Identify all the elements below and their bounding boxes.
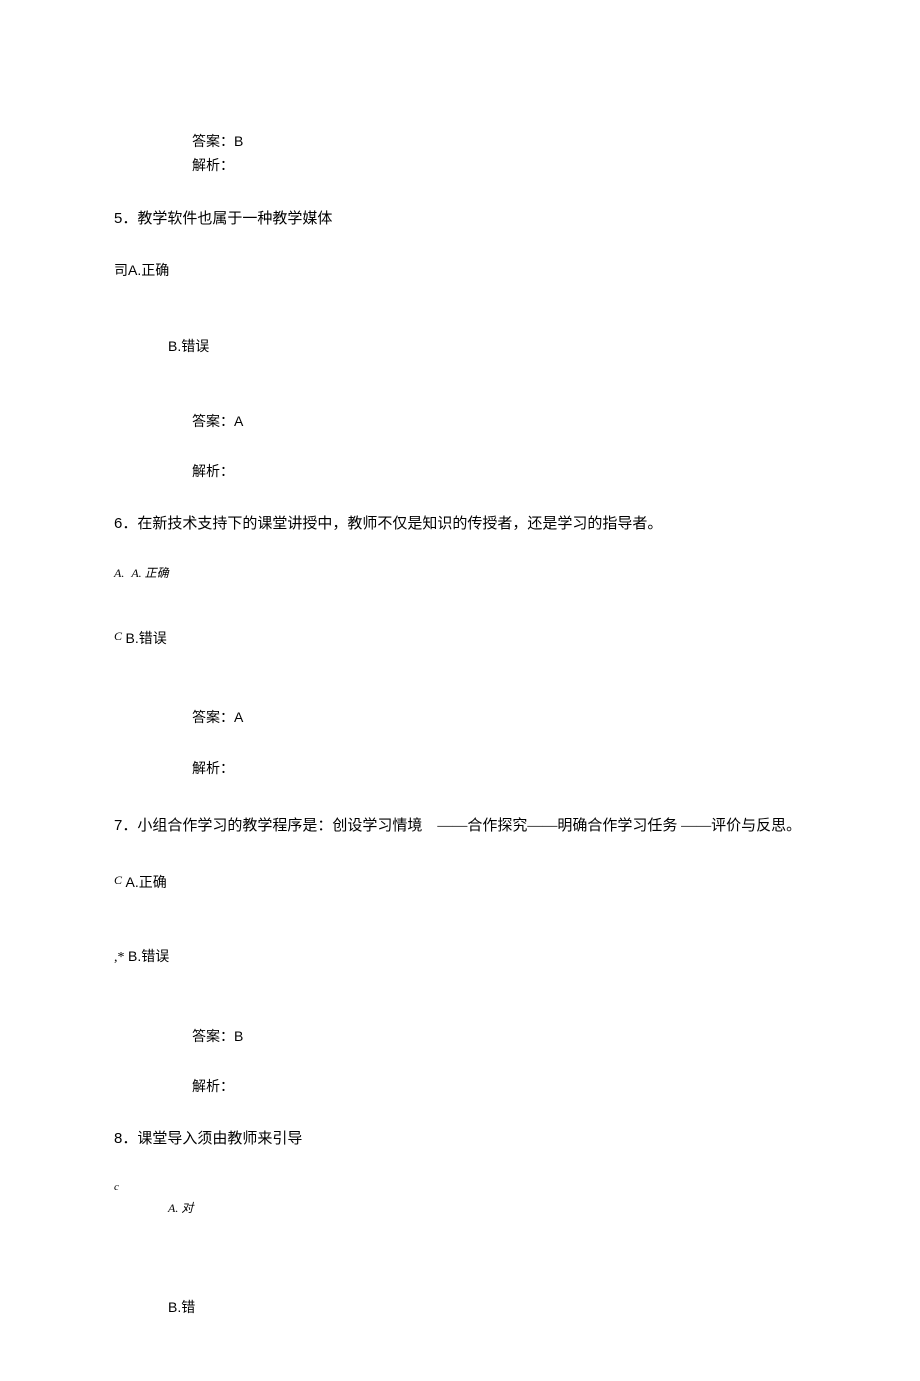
q5-answer-block: 答案：A 解析：: [192, 410, 806, 485]
q7-answer: 答案：B: [192, 1025, 806, 1049]
q5-answer: 答案：A: [192, 410, 806, 434]
q5-option-a-prefix: 司: [114, 261, 128, 283]
answer-label: 答案：: [192, 1030, 234, 1045]
q6-option-a-text: A. 正确: [131, 566, 168, 580]
q7-answer-block: 答案：B 解析：: [192, 1025, 806, 1100]
q6-option-a: A. A. 正确: [114, 564, 806, 586]
q5-option-a-text: A.正确: [128, 262, 169, 278]
answer-label: 答案：: [192, 415, 234, 430]
q6-option-a-prefix: A.: [114, 566, 124, 580]
answer-value: B: [234, 133, 243, 149]
q4-answer-block: 答案：B 解析：: [192, 130, 806, 179]
q6-text: ．在新技术支持下的课堂讲授中，教师不仅是知识的传授者，还是学习的指导者。: [122, 516, 662, 532]
q7-option-a-text: A.正确: [126, 874, 167, 890]
q8-option-a-text: A. 对: [168, 1201, 193, 1215]
q7-option-b: ,* B.错误: [114, 945, 806, 969]
q7-analysis: 解析：: [192, 1077, 806, 1099]
q6-analysis: 解析：: [192, 759, 806, 781]
q7-question: 7．小组合作学习的教学程序是：创设学习情境 ——合作探究——明确合作学习任务 —…: [114, 809, 806, 843]
q6-answer-block: 答案：A 解析：: [192, 706, 806, 781]
q6-option-b-prefix: C: [114, 629, 122, 643]
answer-value: A: [234, 709, 243, 725]
q8-option-b: B.错: [168, 1296, 806, 1320]
q8-option-b-text: B.错: [168, 1299, 195, 1315]
answer-label: 答案：: [192, 711, 234, 726]
answer-value: A: [234, 413, 243, 429]
q7-text-part2: ——合作探究——明确合作学习任务: [437, 818, 677, 834]
q5-question: 5．教学软件也属于一种教学媒体: [114, 207, 806, 231]
q7-option-a: C A.正确: [114, 871, 806, 895]
q7-option-b-text: B.错误: [128, 948, 169, 964]
q7-option-b-prefix: ,*: [114, 950, 125, 965]
q8-question: 8．课堂导入须由教师来引导: [114, 1127, 806, 1151]
q4-analysis: 解析：: [192, 156, 806, 178]
q7-option-a-prefix: C: [114, 873, 122, 887]
q6-question: 6．在新技术支持下的课堂讲授中，教师不仅是知识的传授者，还是学习的指导者。: [114, 512, 806, 536]
q5-option-a: 司A.正确: [114, 259, 806, 283]
q5-analysis: 解析：: [192, 462, 806, 484]
q8-text: ．课堂导入须由教师来引导: [122, 1131, 302, 1147]
q7-text-part3: ——评价与反思。: [681, 818, 801, 834]
q4-answer: 答案：B: [192, 130, 806, 154]
q8-option-a-prefix: c: [114, 1179, 806, 1197]
q5-option-b-text: B.错误: [168, 338, 209, 354]
answer-value: B: [234, 1028, 243, 1044]
q5-text: ．教学软件也属于一种教学媒体: [122, 211, 332, 227]
q5-option-b: B.错误: [168, 335, 806, 359]
q8-option-a: A. 对: [168, 1199, 806, 1221]
q7-text-part1: ．小组合作学习的教学程序是：创设学习情境: [122, 818, 422, 834]
q6-option-b-text: B.错误: [126, 630, 167, 646]
q6-answer: 答案：A: [192, 706, 806, 730]
q6-option-b: C B.错误: [114, 627, 806, 651]
answer-label: 答案：: [192, 135, 234, 150]
